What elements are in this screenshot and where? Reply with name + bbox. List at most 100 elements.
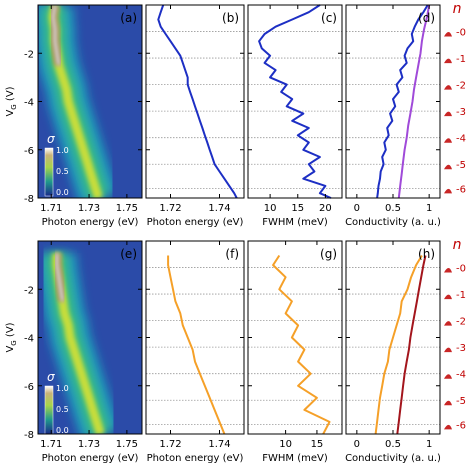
x-tick-label: 0 <box>354 439 360 450</box>
panel-g: 10 15 FWHM (meV) (g) <box>247 240 343 464</box>
x-axis-label: Photon energy (eV) <box>42 453 139 464</box>
x-tick-label: 1.73 <box>78 439 100 450</box>
x-axis-label: Photon energy (eV) <box>42 217 139 228</box>
x-axis-label: FWHM (meV) <box>262 217 328 228</box>
panel-h: 0 0.5 1 Conductivity (a. u.) (h) n -0 -1 -2 -3 -4 -… <box>345 237 466 464</box>
n-level-label: -6 <box>456 420 466 431</box>
heatmap-peak-bright <box>55 253 65 302</box>
panel-b: 1.72 1.74 Photon energy (eV) (b) <box>145 4 245 228</box>
panel-c: 10 15 20 FWHM (meV) (c) <box>247 4 343 228</box>
n-level-label: -1 <box>456 290 466 301</box>
y-tick-label: -4 <box>24 334 34 345</box>
x-tick-label: 0.5 <box>385 439 401 450</box>
n-peak-marker <box>444 85 452 90</box>
x-tick-label: 1.72 <box>159 439 181 450</box>
colorbar <box>44 385 54 435</box>
y-tick-label: -8 <box>24 194 34 205</box>
n-level-label: -3 <box>456 343 466 354</box>
x-tick-label: 1.72 <box>159 203 181 214</box>
x-tick-label: 1.71 <box>40 203 62 214</box>
n-peak-marker <box>444 164 452 170</box>
y-tick-label: -8 <box>24 430 34 441</box>
n-peak-marker <box>444 400 452 406</box>
x-axis-label: Photon energy (eV) <box>147 453 244 464</box>
n-peak-marker <box>444 188 452 194</box>
y-tick-label: -2 <box>24 285 34 296</box>
panel-e: σ1.0 0.5 0.0 1.71 1.73 1.75 Photon energy (eV)… <box>5 240 143 464</box>
x-tick-label: 20 <box>319 203 332 214</box>
colorbar-tick-label: 0.0 <box>56 426 69 435</box>
panel-label: (a) <box>120 11 137 25</box>
y-tick-label: -2 <box>24 49 34 60</box>
n-level-label: -0 <box>456 264 466 275</box>
x-tick-label: 1.71 <box>40 439 62 450</box>
n-peak-marker <box>444 347 452 353</box>
n-level-label: -3 <box>456 107 466 118</box>
x-tick-label: 1.74 <box>208 203 230 214</box>
x-axis-label: Conductivity (a. u.) <box>345 217 441 228</box>
n-level-label: -1 <box>456 54 466 65</box>
n-level-label: -5 <box>456 396 466 407</box>
axes-frame <box>145 240 245 435</box>
n-peak-marker <box>444 294 452 300</box>
x-tick-label: 0.5 <box>385 203 401 214</box>
colorbar <box>44 147 54 197</box>
panel-label: (h) <box>418 247 435 261</box>
colorbar-tick-label: 1.0 <box>56 146 69 155</box>
n-level-label: -6 <box>456 184 466 195</box>
n-peak-marker <box>444 138 452 143</box>
series-orange-line <box>374 254 423 435</box>
panel-label: (c) <box>321 11 337 25</box>
heatmap-image <box>38 5 142 198</box>
panel-label: (d) <box>418 11 435 25</box>
axes-frame <box>145 4 245 199</box>
x-tick-label: 1.73 <box>78 203 100 214</box>
colorbar-tick-label: 0.5 <box>56 167 69 176</box>
n-peak-marker <box>444 32 452 37</box>
panel-label: (g) <box>320 247 337 261</box>
colorbar-tick-label: 1.0 <box>56 384 69 393</box>
x-tick-label: 10 <box>264 203 277 214</box>
x-tick-label: 1.75 <box>116 439 138 450</box>
colorbar-tick-label: 0.0 <box>56 188 69 197</box>
n-peak-marker <box>444 111 452 117</box>
axes-frame <box>247 240 343 435</box>
series-blue-line <box>157 4 238 199</box>
n-peak-marker <box>444 58 452 64</box>
y-tick-label: -6 <box>24 146 34 157</box>
x-tick-label: 0 <box>354 203 360 214</box>
n-axis-title: n <box>453 237 462 253</box>
panel-a: σ1.0 0.5 0.0 1.71 1.73 1.75 Photon energy (eV)… <box>5 4 143 228</box>
heatmap-peak-bright <box>51 5 61 66</box>
axes-frame <box>247 4 343 199</box>
colorbar-symbol: σ <box>47 370 55 384</box>
x-tick-label: 10 <box>279 439 292 450</box>
n-level-label: -2 <box>456 81 466 92</box>
y-tick-label: -4 <box>24 98 34 109</box>
x-tick-label: 1.75 <box>116 203 138 214</box>
landau-level-axis: n -0 -1 -2 -3 -4 -5 -6 <box>444 237 466 431</box>
x-tick-label: 15 <box>291 203 304 214</box>
n-level-label: -2 <box>456 317 466 328</box>
y-tick-label: -6 <box>24 382 34 393</box>
n-level-label: -4 <box>456 370 466 381</box>
panel-d: 0 0.5 1 Conductivity (a. u.) (d) n -0 -1 -2 -3 -4 -… <box>345 1 466 228</box>
series-purple-line <box>397 4 431 199</box>
n-peak-marker <box>444 321 452 326</box>
x-axis-label: Conductivity (a. u.) <box>345 453 441 464</box>
x-tick-label: 1 <box>426 439 432 450</box>
colorbar-symbol: σ <box>47 132 55 146</box>
x-tick-label: 1 <box>426 203 432 214</box>
n-level-label: -5 <box>456 160 466 171</box>
colorbar-tick-label: 0.5 <box>56 405 69 414</box>
x-axis-label: Photon energy (eV) <box>147 217 244 228</box>
panel-label: (b) <box>222 11 239 25</box>
landau-level-axis: n -0 -1 -2 -3 -4 -5 -6 <box>444 1 466 195</box>
series-orange-line <box>272 254 331 435</box>
heatmap-image <box>38 241 142 434</box>
n-axis-title: n <box>453 1 462 17</box>
series-blue-line <box>258 4 332 199</box>
n-peak-marker <box>444 374 452 379</box>
x-tick-label: 1.74 <box>208 439 230 450</box>
